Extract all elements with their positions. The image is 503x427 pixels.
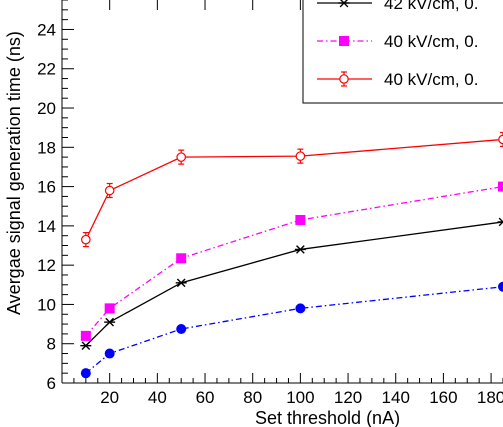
data-point — [498, 131, 503, 148]
data-point — [176, 149, 186, 165]
series-2 — [81, 131, 503, 248]
x-tick-label: 100 — [286, 388, 314, 407]
data-point — [498, 281, 503, 292]
data-point — [294, 245, 306, 254]
x-tick-label: 120 — [334, 388, 362, 407]
data-point-stroke — [105, 317, 115, 327]
data-point — [497, 217, 503, 227]
series-3 — [80, 281, 503, 379]
series-line — [85, 221, 503, 347]
legend-box — [302, 0, 503, 104]
y-tick-label: 14 — [37, 217, 56, 236]
y-tick-label: 20 — [37, 99, 56, 118]
data-point-circle — [295, 151, 306, 161]
data-point — [104, 303, 115, 314]
data-point-circle — [176, 152, 186, 162]
y-tick-label: 18 — [37, 138, 56, 157]
series-layer — [80, 131, 503, 379]
y-tick-label: 16 — [37, 178, 56, 197]
data-point-circle — [104, 185, 115, 196]
x-tick-label: 20 — [100, 388, 119, 407]
data-point — [338, 0, 350, 8]
y-tick-label: 12 — [37, 256, 56, 275]
data-point-stroke — [296, 245, 305, 254]
legend-label: 42 kV/cm, 0. — [384, 0, 478, 13]
tick-labels: 20 40 60 80 100 120 140 160 180 6 8 10 12 14 16 18 20 22 2… — [37, 20, 503, 407]
series-line — [85, 286, 503, 374]
y-tick-label: 22 — [37, 60, 56, 79]
x-tick-label: 80 — [243, 388, 262, 407]
data-point — [295, 303, 306, 314]
axes — [61, 0, 503, 384]
data-point-stroke — [176, 278, 186, 288]
series-1 — [80, 181, 503, 341]
data-point-stroke — [339, 0, 348, 8]
x-tick-label: 180 — [477, 388, 503, 407]
data-point-circle — [498, 134, 503, 145]
series-line — [85, 185, 503, 337]
data-point — [175, 278, 187, 288]
data-point — [81, 232, 91, 248]
data-point — [80, 330, 91, 341]
data-point — [80, 341, 92, 351]
legend-label: 40 kV/cm, 0. — [384, 32, 478, 51]
data-point — [295, 214, 306, 225]
data-point — [176, 253, 187, 264]
legend-label: 40 kV/cm, 0. — [384, 70, 478, 89]
legend-entry: 40 kV/cm, 0. — [317, 32, 478, 51]
y-tick-label: 6 — [47, 374, 56, 393]
data-point — [104, 348, 115, 359]
legend-entry: 40 kV/cm, 0. — [317, 70, 478, 89]
x-axis-title: Set threshold (nA) — [255, 408, 400, 427]
data-point — [176, 323, 187, 334]
legend: 42 kV/cm, 0. 40 kV/cm, 0. 40 kV/cm, 0. — [302, 0, 503, 104]
data-point-stroke — [81, 341, 91, 351]
data-point-stroke — [498, 217, 503, 223]
data-point-circle — [81, 234, 91, 245]
x-tick-label: 60 — [196, 388, 215, 407]
y-tick-label: 24 — [37, 20, 56, 39]
data-point-stroke — [498, 220, 503, 227]
y-axis-title: Avergae signal generation time (ns) — [4, 31, 24, 315]
x-tick-label: 40 — [148, 388, 167, 407]
data-point — [104, 182, 115, 199]
y-tick-label: 10 — [37, 295, 56, 314]
data-point-circle — [339, 74, 349, 84]
data-point — [498, 181, 503, 192]
data-point — [104, 317, 116, 327]
data-point — [339, 36, 349, 46]
data-point — [339, 71, 349, 87]
series-0 — [80, 217, 503, 351]
x-tick-label: 140 — [382, 388, 410, 407]
y-tick-label: 8 — [47, 335, 56, 354]
legend-entry: 42 kV/cm, 0. — [317, 0, 478, 13]
x-tick-label: 160 — [429, 388, 457, 407]
data-point — [295, 148, 306, 164]
series-line — [85, 138, 503, 240]
data-point — [80, 368, 91, 379]
